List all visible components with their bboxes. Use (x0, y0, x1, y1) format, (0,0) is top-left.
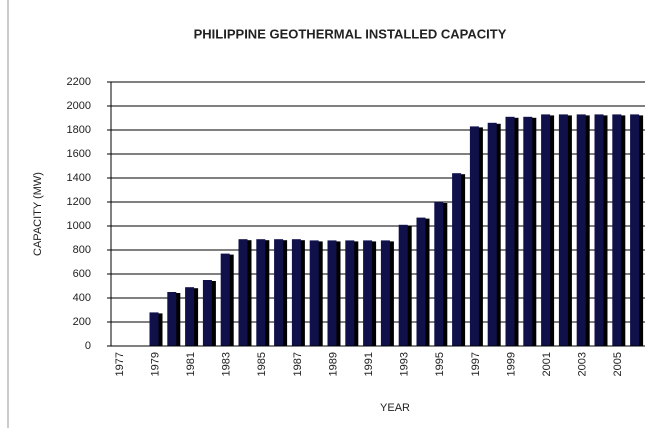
x-tick-label: 1983 (221, 352, 233, 376)
x-tick-label: 1989 (327, 352, 339, 376)
bar (202, 280, 212, 346)
x-axis-label: YEAR (380, 402, 410, 414)
bar (167, 292, 177, 346)
y-tick-label: 1600 (67, 148, 91, 160)
x-tick-label: 2005 (612, 352, 624, 376)
y-tick-label: 1000 (67, 220, 91, 232)
bar (558, 114, 568, 347)
bar (505, 116, 515, 346)
bar (523, 116, 533, 346)
bar (452, 173, 462, 346)
bar (416, 217, 426, 346)
y-tick-label: 0 (85, 340, 91, 352)
bar (149, 312, 159, 346)
y-tick-label: 2000 (67, 100, 91, 112)
y-tick-label: 1400 (67, 172, 91, 184)
x-tick-label: 2003 (577, 352, 589, 376)
y-tick-label: 800 (73, 244, 91, 256)
x-tick-label: 2001 (541, 352, 553, 376)
bar (220, 253, 230, 346)
bar (469, 126, 479, 347)
y-tick-label: 400 (73, 292, 91, 304)
bar (398, 224, 408, 346)
bar (345, 240, 355, 346)
x-tick-label: 1995 (434, 352, 446, 376)
y-tick-label: 1800 (67, 124, 91, 136)
x-tick-label: 1979 (149, 352, 161, 376)
x-tick-label: 1999 (505, 352, 517, 376)
bar (541, 114, 551, 347)
x-tick-label: 1997 (470, 352, 482, 376)
y-axis-label: CAPACITY (MW) (32, 172, 44, 256)
y-tick-label: 200 (73, 316, 91, 328)
bar (363, 240, 373, 346)
x-tick-label: 1985 (256, 352, 268, 376)
bar (309, 240, 319, 346)
y-tick-label: 2200 (67, 76, 91, 88)
bar (185, 287, 195, 346)
x-tick-label: 1977 (114, 352, 126, 376)
bar (576, 114, 586, 347)
bar (256, 239, 266, 346)
chart-title: PHILIPPINE GEOTHERMAL INSTALLED CAPACITY (194, 26, 507, 41)
bar (612, 114, 622, 347)
bar (434, 202, 444, 346)
bar (594, 114, 604, 347)
bar (487, 122, 497, 346)
bar (274, 239, 284, 346)
bar (238, 239, 248, 346)
x-tick-label: 1981 (185, 352, 197, 376)
x-tick-label: 1993 (399, 352, 411, 376)
bar (380, 240, 390, 346)
bar (327, 240, 337, 346)
bar (291, 239, 301, 346)
x-tick-label: 1987 (292, 352, 304, 376)
bar (630, 114, 640, 347)
y-tick-label: 1200 (67, 196, 91, 208)
y-tick-label: 600 (73, 268, 91, 280)
x-tick-label: 1991 (363, 352, 375, 376)
